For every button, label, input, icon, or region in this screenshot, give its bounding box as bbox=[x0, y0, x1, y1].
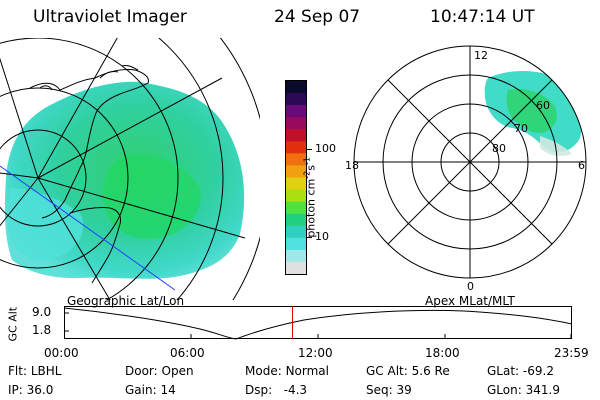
colorbar-band bbox=[286, 129, 306, 142]
xtick-0600: 06:00 bbox=[170, 346, 205, 360]
mlt-label-6: 6 bbox=[578, 159, 585, 172]
time-label: 10:47:14 UT bbox=[430, 7, 535, 27]
apex-caption: Apex MLat/MLT bbox=[425, 294, 515, 308]
colorbar-band bbox=[286, 177, 306, 191]
coastline bbox=[29, 69, 149, 219]
colorbar-unit-label: photon cm-2s-1 bbox=[302, 157, 318, 238]
polar-mlt-panel: 12 18 6 0 60 70 80 bbox=[345, 45, 587, 293]
xtick-1800: 18:00 bbox=[425, 346, 460, 360]
colorbar-tick-10: 10 bbox=[315, 230, 329, 243]
colorbar-band bbox=[286, 249, 306, 263]
colorbar-band bbox=[286, 141, 306, 154]
altitude-curve bbox=[64, 307, 572, 340]
mode-info: Mode: Normal bbox=[245, 364, 329, 378]
mlat-label-70: 70 bbox=[514, 122, 528, 135]
color-bar-gradient bbox=[286, 81, 306, 274]
ytick-1-8: 1.8 bbox=[32, 323, 52, 337]
xtick-1200: 12:00 bbox=[298, 346, 333, 360]
xtick-2359: 23:59 bbox=[554, 346, 589, 360]
colorbar-band bbox=[286, 93, 306, 106]
glat-info: GLat: -69.2 bbox=[487, 364, 554, 378]
gain-info: Gain: 14 bbox=[125, 383, 176, 397]
colorbar-band bbox=[286, 189, 306, 203]
xtick-0000: 00:00 bbox=[44, 346, 79, 360]
colorbar-tick bbox=[307, 237, 312, 238]
colorbar-band bbox=[286, 237, 306, 251]
colorbar-tick-100: 100 bbox=[315, 142, 336, 155]
colorbar-band bbox=[286, 213, 306, 227]
seq-info: Seq: 39 bbox=[366, 383, 412, 397]
colorbar-tick bbox=[307, 149, 312, 150]
orbit-timeline-plot bbox=[64, 306, 572, 340]
colorbar-band bbox=[286, 225, 306, 239]
colorbar-band bbox=[286, 153, 306, 166]
instrument-title: Ultraviolet Imager bbox=[33, 7, 187, 27]
mlt-label-0: 0 bbox=[467, 280, 474, 293]
gcalt-info: GC Alt: 5.6 Re bbox=[366, 364, 450, 378]
mlt-label-12: 12 bbox=[474, 49, 488, 62]
geographic-caption: Geographic Lat/Lon bbox=[67, 294, 185, 308]
dsp-info: Dsp: -4.3 bbox=[245, 383, 308, 397]
date-label: 24 Sep 07 bbox=[274, 7, 361, 27]
mlat-label-80: 80 bbox=[492, 142, 506, 155]
mlt-label-18: 18 bbox=[345, 159, 359, 172]
colorbar-band bbox=[286, 261, 306, 274]
colorbar-band bbox=[286, 81, 306, 94]
mlat-label-60: 60 bbox=[536, 99, 550, 112]
colorbar-band bbox=[286, 165, 306, 178]
colorbar-band bbox=[286, 117, 306, 130]
ip-info: IP: 36.0 bbox=[8, 383, 54, 397]
glon-info: GLon: 341.9 bbox=[487, 383, 560, 397]
door-info: Door: Open bbox=[125, 364, 194, 378]
timeline-ylabel: GC Alt bbox=[6, 306, 20, 342]
colorbar-band bbox=[286, 105, 306, 118]
ytick-9: 9.0 bbox=[32, 305, 52, 319]
colorbar-band bbox=[286, 201, 306, 215]
flt-info: Flt: LBHL bbox=[8, 364, 62, 378]
color-bar bbox=[285, 80, 307, 275]
geographic-image-panel bbox=[0, 38, 260, 300]
